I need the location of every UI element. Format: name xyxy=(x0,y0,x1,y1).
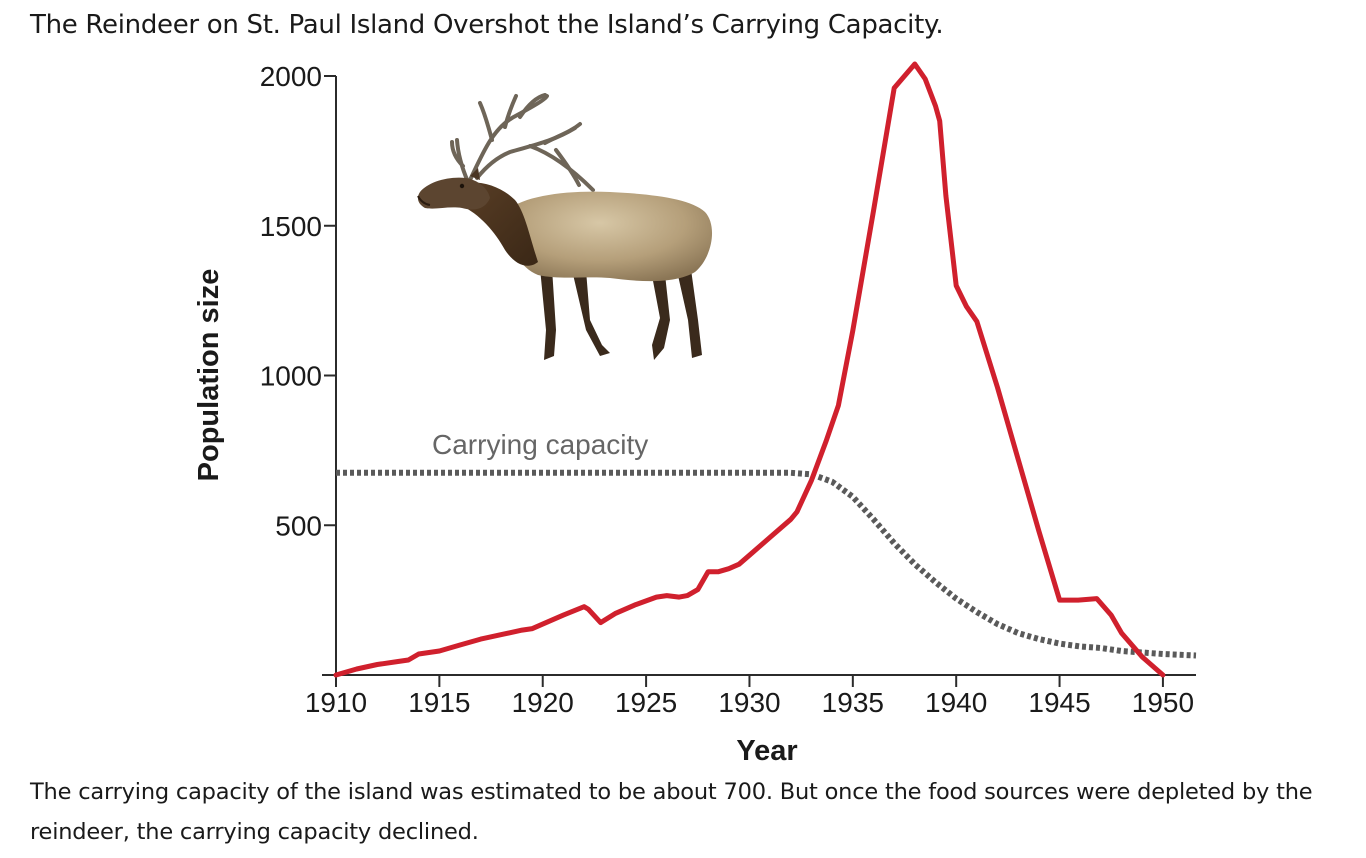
x-tick-label: 1945 xyxy=(1028,687,1090,718)
y-axis-title: Population size xyxy=(193,269,225,482)
y-tick-label: 2000 xyxy=(260,61,322,92)
x-tick-label: 1940 xyxy=(925,687,987,718)
y-tick-label: 500 xyxy=(275,510,322,541)
carrying-capacity-label: Carrying capacity xyxy=(432,429,648,460)
x-tick-label: 1935 xyxy=(822,687,884,718)
y-tick-label: 1500 xyxy=(260,211,322,242)
x-tick-label: 1930 xyxy=(718,687,780,718)
y-tick-label: 1000 xyxy=(260,361,322,392)
x-tick-label: 1910 xyxy=(305,687,367,718)
population-chart: 500 1000 1500 2000 1910 1915 1920 1925 1930 1935… xyxy=(193,61,1197,767)
carrying-capacity-line xyxy=(336,469,1197,659)
x-tick-label: 1920 xyxy=(512,687,574,718)
population-line xyxy=(333,61,1166,678)
y-axis: 500 1000 1500 2000 xyxy=(260,61,337,673)
x-tick-label: 1950 xyxy=(1132,687,1194,718)
elk-illustration xyxy=(417,93,713,360)
x-tick-label: 1915 xyxy=(408,687,470,718)
x-axis: 1910 1915 1920 1925 1930 1935 1940 1945 1950 xyxy=(305,674,1196,718)
x-axis-title: Year xyxy=(736,735,797,767)
figure-caption: The carrying capacity of the island was … xyxy=(30,779,1313,845)
x-tick-label: 1925 xyxy=(615,687,677,718)
figure-title: The Reindeer on St. Paul Island Overshot… xyxy=(30,10,944,40)
